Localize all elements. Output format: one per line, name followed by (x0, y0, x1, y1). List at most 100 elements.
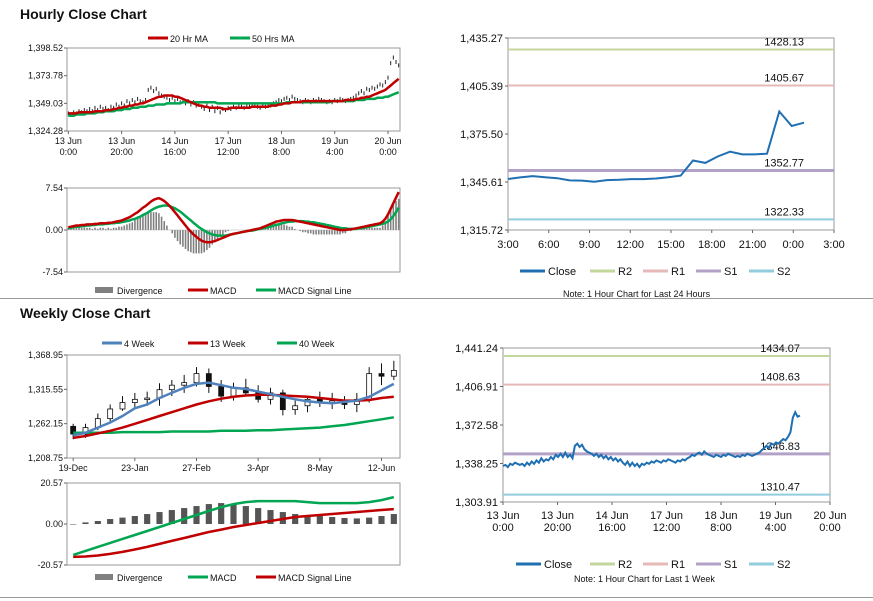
weekly-price-x-label: 23-Jan (121, 463, 149, 473)
weekly-divergence-bar (255, 508, 262, 524)
hourly-divergence-bar (344, 230, 347, 234)
hourly-divergence-bar (384, 222, 387, 230)
weekly-price-y-label: 1,208.75 (28, 453, 63, 463)
weekly-divergence-bar (353, 518, 360, 524)
weekly-candle-body (107, 408, 114, 420)
hourly-close-x-label: 0:00 (783, 239, 804, 251)
weekly-candle-body (279, 392, 286, 411)
hourly-price-x-label: 0:00 (379, 147, 397, 157)
hourly-macd-y-label: -7.54 (42, 267, 63, 277)
weekly-legend-4w-label: 4 Week (124, 339, 155, 349)
hourly-close-close-line (507, 109, 805, 183)
hourly-price-y-label: 1,398.52 (28, 43, 63, 53)
hourly-divergence-bar (163, 221, 166, 230)
hourly-divergence-bar (291, 226, 293, 230)
weekly-legend-divergence-swatch (95, 574, 113, 580)
weekly-close-x-label: 12:00 (653, 522, 681, 534)
weekly-candle-body (390, 369, 397, 377)
hourly-divergence-bar (171, 230, 174, 234)
hourly-divergence-bar (208, 230, 211, 248)
weekly-close-x-label: 13 Jun (486, 510, 519, 522)
hourly-close-legend-s1-label: S1 (724, 266, 737, 278)
weekly-close-x-label: 16:00 (598, 522, 626, 534)
section-divider (0, 298, 873, 299)
weekly-divergence-bar (292, 514, 299, 524)
weekly-candle-body (131, 398, 138, 403)
weekly-price-x-label: 8-May (307, 463, 333, 473)
weekly-divergence-bar (230, 504, 237, 524)
hourly-divergence-bar (285, 225, 288, 230)
hourly-legend-macd-label: MACD (210, 286, 237, 296)
hourly-macd-y-label: 0.00 (45, 225, 63, 235)
weekly-legend-signal-label: MACD Signal Line (278, 573, 352, 583)
weekly-price-x-label: 12-Jun (368, 463, 396, 473)
weekly-divergence-bar (107, 519, 114, 524)
bottom-divider (0, 597, 873, 598)
hourly-close-level-label-r1: 1405.67 (764, 73, 804, 85)
hourly-divergence-bar (88, 227, 91, 230)
weekly-close-note: Note: 1 Hour Chart for Last 1 Week (574, 574, 715, 584)
hourly-divergence-bar (142, 215, 144, 230)
weekly-price-y-label: 1,262.15 (28, 419, 63, 429)
hourly-legend-signal-label: MACD Signal Line (278, 286, 352, 296)
hourly-divergence-bar (222, 230, 224, 235)
weekly-legend-40w-label: 40 Week (299, 339, 335, 349)
hourly-divergence-bar (155, 212, 158, 230)
hourly-divergence-bar (309, 230, 312, 234)
hourly-divergence-bar (136, 218, 139, 230)
hourly-divergence-bar (75, 227, 78, 230)
hourly-divergence-bar (307, 230, 309, 234)
hourly-divergence-bar (371, 227, 373, 230)
weekly-close-y-label: 1,303.91 (455, 497, 498, 509)
hourly-divergence-bar (325, 230, 328, 235)
weekly-divergence-bar (131, 516, 138, 524)
weekly-close-y-label: 1,338.25 (455, 459, 498, 471)
weekly-candle-body (218, 386, 225, 397)
weekly-divergence-bar (82, 522, 89, 524)
hourly-divergence-bar (198, 230, 200, 254)
hourly-divergence-bar (131, 222, 134, 230)
hourly-price-x-label: 16:00 (164, 147, 187, 157)
weekly-divergence-bar (390, 514, 397, 524)
weekly-candle-body (119, 402, 126, 410)
hourly-close-x-label: 18:00 (698, 239, 726, 251)
weekly-close-y-label: 1,372.58 (455, 420, 498, 432)
weekly-divergence-bar (205, 504, 212, 524)
hourly-legend-divergence-label: Divergence (117, 286, 163, 296)
hourly-divergence-bar (275, 223, 277, 230)
hourly-divergence-bar (304, 230, 307, 233)
weekly-divergence-bar (267, 510, 274, 524)
hourly-section-title: Hourly Close Chart (20, 6, 147, 22)
weekly-candle-body (205, 373, 212, 387)
weekly-divergence-bar (316, 516, 323, 524)
hourly-divergence-bar (299, 230, 301, 232)
hourly-divergence-bar (333, 230, 336, 235)
hourly-close-note: Note: 1 Hour Chart for Last 24 Hours (563, 289, 711, 299)
hourly-divergence-bar (150, 212, 152, 230)
hourly-close-x-label: 12:00 (616, 239, 644, 251)
weekly-divergence-bar (378, 516, 385, 524)
hourly-divergence-bar (190, 230, 192, 253)
weekly-divergence-bar (70, 524, 77, 525)
weekly-candle-body (193, 373, 200, 384)
hourly-price-x-label: 17 Jun (215, 136, 242, 146)
weekly-candle-body (181, 382, 188, 386)
weekly-divergence-bar (329, 517, 336, 524)
weekly-close-x-label: 20:00 (544, 522, 572, 534)
weekly-price-x-label: 27-Feb (182, 463, 211, 473)
weekly-close-close-line (502, 409, 801, 469)
hourly-price-x-label: 12:00 (217, 147, 240, 157)
hourly-close-x-label: 3:00 (497, 239, 518, 251)
hourly-price-x-label: 4:00 (326, 147, 344, 157)
hourly-divergence-bar (115, 227, 118, 230)
hourly-divergence-bar (107, 227, 110, 230)
hourly-close-x-label: 3:00 (823, 239, 844, 251)
hourly-divergence-bar (179, 230, 182, 245)
weekly-price-y-label: 1,368.95 (28, 350, 63, 360)
hourly-price-x-label: 8:00 (273, 147, 291, 157)
hourly-close-level-label-s2: 1322.33 (764, 206, 804, 218)
hourly-divergence-bar (94, 227, 96, 230)
weekly-close-y-label: 1,406.91 (455, 382, 498, 394)
hourly-price-y-label: 1,373.78 (28, 71, 63, 81)
